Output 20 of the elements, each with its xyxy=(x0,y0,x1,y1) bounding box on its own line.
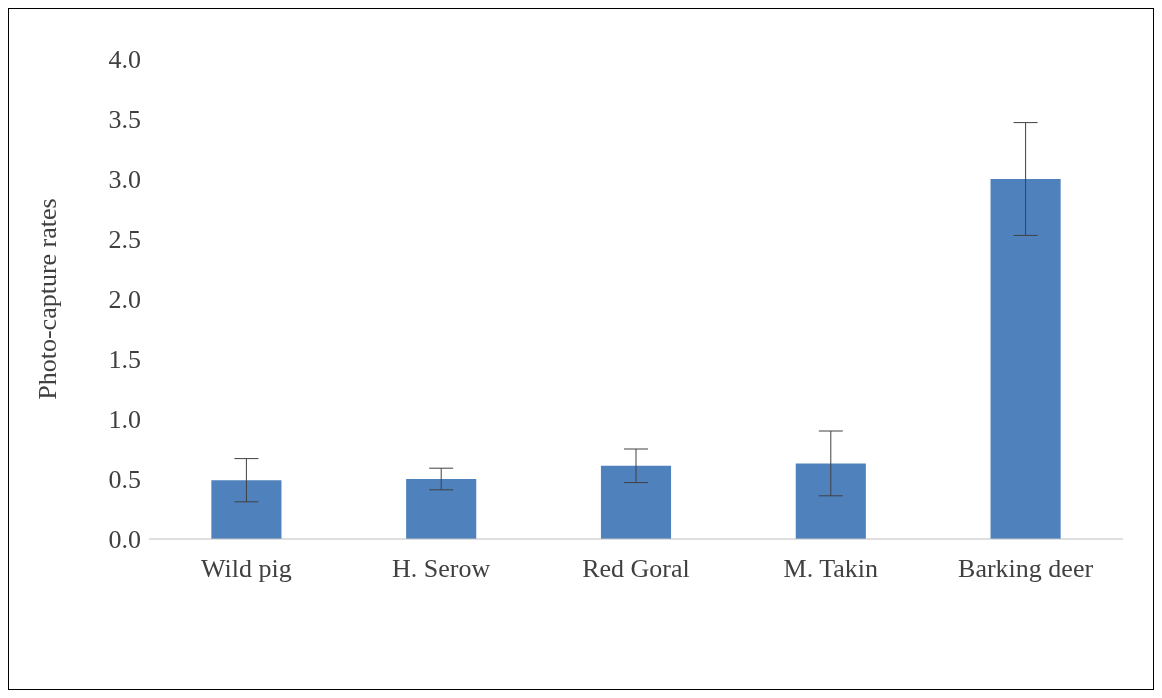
y-tick-label: 3.5 xyxy=(108,105,141,135)
y-tick-label: 3.0 xyxy=(108,165,141,195)
x-tick-label: H. Serow xyxy=(392,554,491,584)
y-tick-label: 1.0 xyxy=(108,405,141,435)
x-tick-label: M. Takin xyxy=(783,554,879,584)
x-tick-label: Wild pig xyxy=(201,554,292,584)
y-tick-label: 1.5 xyxy=(108,345,141,375)
y-tick-label: 4.0 xyxy=(108,45,141,75)
bar xyxy=(406,479,477,539)
bar xyxy=(990,179,1061,539)
y-tick-label: 0.0 xyxy=(108,525,141,555)
bar xyxy=(211,480,282,539)
bar xyxy=(600,465,672,539)
x-tick-label: Red Goral xyxy=(582,554,690,584)
y-axis-title: Photo-capture rates xyxy=(33,198,63,400)
y-tick-label: 2.5 xyxy=(108,225,141,255)
x-tick-label: Barking deer xyxy=(958,554,1094,584)
y-tick-label: 0.5 xyxy=(108,465,141,495)
bar xyxy=(795,463,866,539)
y-tick-label: 2.0 xyxy=(108,285,141,315)
